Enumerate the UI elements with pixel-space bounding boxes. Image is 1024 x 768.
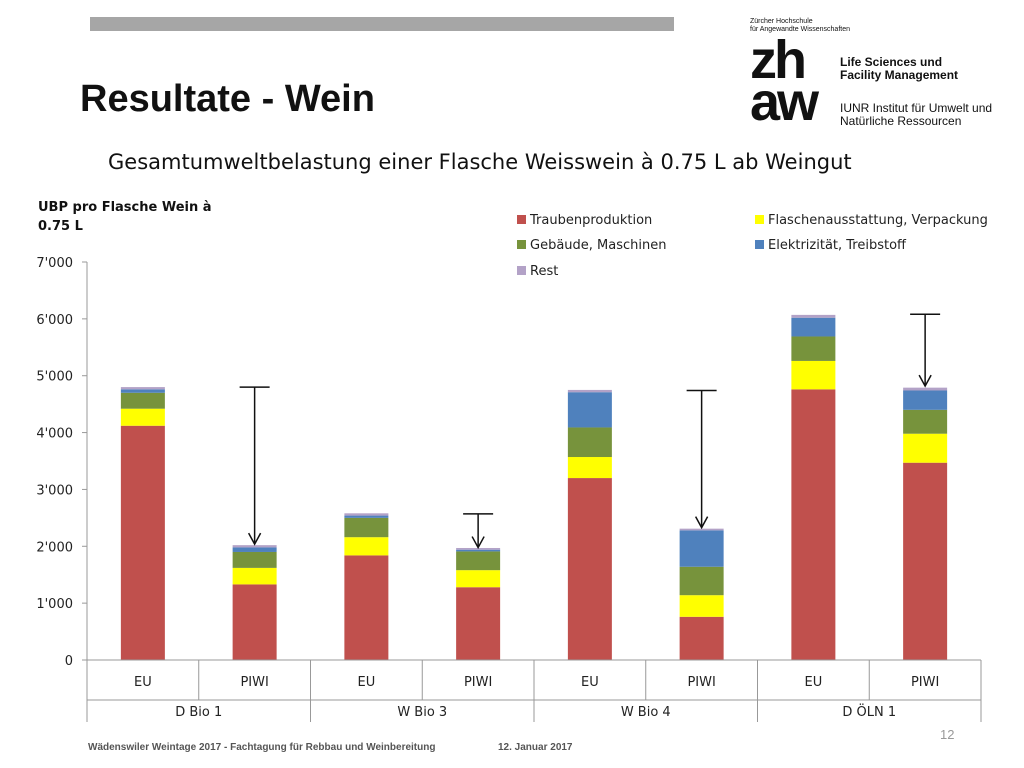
legend-entry: Elektrizität, Treibstoff bbox=[768, 238, 907, 253]
x-tick-label: PIWI bbox=[464, 675, 492, 690]
legend-swatch bbox=[517, 215, 526, 224]
x-tick-label: EU bbox=[581, 675, 599, 690]
logo-department-line-2: Facility Management bbox=[840, 68, 959, 82]
slide-title: Resultate - Wein bbox=[80, 78, 375, 120]
y-tick-label: 0 bbox=[65, 654, 73, 669]
logo-institute-line-2: Natürliche Ressourcen bbox=[840, 114, 962, 128]
bar-segment bbox=[903, 462, 948, 660]
x-group-label: W Bio 3 bbox=[397, 705, 447, 720]
legend-entry: Gebäude, Maschinen bbox=[530, 238, 666, 253]
legend-swatch bbox=[517, 266, 526, 275]
bar-segment bbox=[567, 389, 612, 393]
x-tick-label: PIWI bbox=[911, 675, 939, 690]
logo-institute-line-1: IUNR Institut für Umwelt und bbox=[840, 101, 993, 115]
bar-segment bbox=[567, 392, 612, 428]
bar-segment bbox=[232, 584, 277, 660]
bar-segment bbox=[791, 317, 836, 337]
y-tick-label: 2'000 bbox=[36, 540, 73, 555]
legend-entry: Flaschenausstattung, Verpackung bbox=[768, 213, 988, 228]
y-tick-label: 5'000 bbox=[36, 370, 73, 385]
bar-segment bbox=[232, 551, 277, 568]
bar-segment bbox=[120, 425, 165, 660]
y-tick-label: 7'000 bbox=[36, 256, 73, 271]
logo-mark-top: zh bbox=[750, 30, 807, 90]
logo-mark-bottom: aw bbox=[750, 72, 819, 132]
header-accent-bar bbox=[90, 17, 674, 31]
y-tick-label: 6'000 bbox=[36, 313, 73, 328]
x-group-label: D ÖLN 1 bbox=[842, 703, 896, 720]
bar-segment bbox=[120, 408, 165, 426]
bar-segment bbox=[120, 389, 165, 393]
logo-university-line-1: Zürcher Hochschule bbox=[750, 18, 813, 25]
bar-segment bbox=[232, 545, 277, 548]
bar-segment bbox=[456, 570, 501, 588]
bar-segment bbox=[791, 336, 836, 361]
x-tick-label: PIWI bbox=[687, 675, 715, 690]
y-tick-label: 3'000 bbox=[36, 483, 73, 498]
bar-segment bbox=[456, 587, 501, 660]
bar-segment bbox=[679, 566, 724, 596]
logo-university-line-2: für Angewandte Wissenschaften bbox=[750, 26, 851, 33]
bar-segment bbox=[903, 387, 948, 391]
chart-subtitle: Gesamtumweltbelastung einer Flasche Weis… bbox=[108, 150, 852, 174]
footer-event: Wädenswiler Weintage 2017 - Fachtagung f… bbox=[88, 742, 436, 753]
x-group-label: W Bio 4 bbox=[621, 705, 671, 720]
y-axis-label-line-2: 0.75 L bbox=[38, 219, 83, 234]
x-tick-label: EU bbox=[805, 675, 823, 690]
bar-segment bbox=[903, 390, 948, 410]
footer-date: 12. Januar 2017 bbox=[498, 742, 573, 753]
page-number: 12 bbox=[940, 727, 955, 742]
bar-segment bbox=[567, 457, 612, 479]
legend-entry: Traubenproduktion bbox=[529, 213, 652, 228]
bar-segment bbox=[791, 360, 836, 390]
bar-segment bbox=[679, 528, 724, 531]
bar-segment bbox=[120, 392, 165, 409]
x-tick-label: PIWI bbox=[240, 675, 268, 690]
bar-segment bbox=[232, 547, 277, 552]
bar-segment bbox=[456, 549, 501, 552]
bar-segment bbox=[344, 513, 389, 516]
bar-segment bbox=[567, 478, 612, 660]
bar-segment bbox=[567, 427, 612, 458]
bar-segment bbox=[679, 616, 724, 660]
zhaw-logo: Zürcher Hochschule für Angewandte Wissen… bbox=[750, 18, 1020, 130]
bar-segment bbox=[679, 595, 724, 617]
y-tick-label: 1'000 bbox=[36, 597, 73, 612]
bar-segment bbox=[344, 537, 389, 556]
x-tick-label: EU bbox=[358, 675, 376, 690]
legend-swatch bbox=[755, 215, 764, 224]
bar-segment bbox=[903, 409, 948, 434]
bar-segment bbox=[791, 314, 836, 318]
bar-segment bbox=[456, 551, 501, 571]
reduction-arrow-head bbox=[471, 536, 485, 550]
legend-swatch bbox=[517, 240, 526, 249]
bar-segment bbox=[791, 389, 836, 660]
bar-segment bbox=[120, 387, 165, 390]
bar-segment bbox=[232, 567, 277, 585]
x-group-label: D Bio 1 bbox=[175, 705, 222, 720]
bar-segment bbox=[679, 530, 724, 567]
x-tick-label: EU bbox=[134, 675, 152, 690]
bar-segment bbox=[903, 433, 948, 463]
bar-segment bbox=[344, 555, 389, 660]
reduction-arrow-head bbox=[694, 516, 709, 530]
reduction-arrow-head bbox=[918, 374, 932, 388]
y-axis-label-line-1: UBP pro Flasche Wein à bbox=[38, 200, 212, 215]
reduction-arrow-head bbox=[247, 532, 262, 546]
legend-entry: Rest bbox=[530, 264, 558, 279]
legend-swatch bbox=[755, 240, 764, 249]
logo-department-line-1: Life Sciences und bbox=[840, 55, 943, 69]
bar-segment bbox=[344, 517, 389, 538]
y-tick-label: 4'000 bbox=[36, 427, 73, 442]
bar-segment bbox=[344, 515, 389, 518]
